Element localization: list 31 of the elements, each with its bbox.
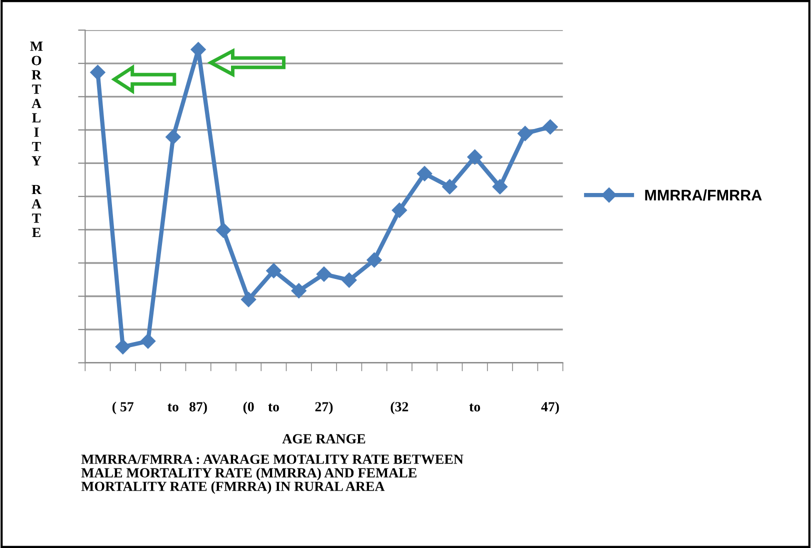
- point: [291, 283, 306, 298]
- x-tick-label: (0: [243, 402, 254, 414]
- x-tick-label: to: [469, 403, 480, 412]
- point: [366, 252, 382, 268]
- x-tick-label: 87): [189, 402, 207, 414]
- text: MMRRA/FMRRA : AVARAGE MOTALITY RATE BETWEEN MALE MORTALITY RATE (MMRRA) AND FEMALE MORTALITY RATE (FMRRA) IN RURAL AREA: [81, 454, 464, 494]
- point: [492, 179, 508, 194]
- point: [316, 266, 332, 282]
- x-tick-label: ( 57: [112, 402, 134, 414]
- point: [467, 149, 482, 165]
- text: MORTALITY RATE: [30, 42, 43, 238]
- point: [342, 272, 357, 288]
- x-tick-label: to: [268, 403, 279, 412]
- point: [416, 166, 432, 182]
- point: [442, 179, 458, 194]
- point: [542, 119, 558, 134]
- x-tick-label: 27): [315, 402, 333, 414]
- x-tick-label: (32: [390, 402, 408, 414]
- x-tick-label: 47): [541, 402, 559, 414]
- point: [115, 339, 130, 354]
- point: [166, 129, 181, 145]
- legend-label: MMRRA/FMRRA: [645, 189, 762, 201]
- x-axis-title: AGE RANGE: [282, 434, 366, 444]
- point: [518, 126, 533, 142]
- point: [216, 222, 231, 238]
- point: [140, 334, 156, 349]
- point: [392, 202, 407, 218]
- point: [90, 64, 106, 80]
- point: [241, 292, 256, 308]
- point: [266, 263, 282, 278]
- x-tick-label: to: [168, 403, 178, 412]
